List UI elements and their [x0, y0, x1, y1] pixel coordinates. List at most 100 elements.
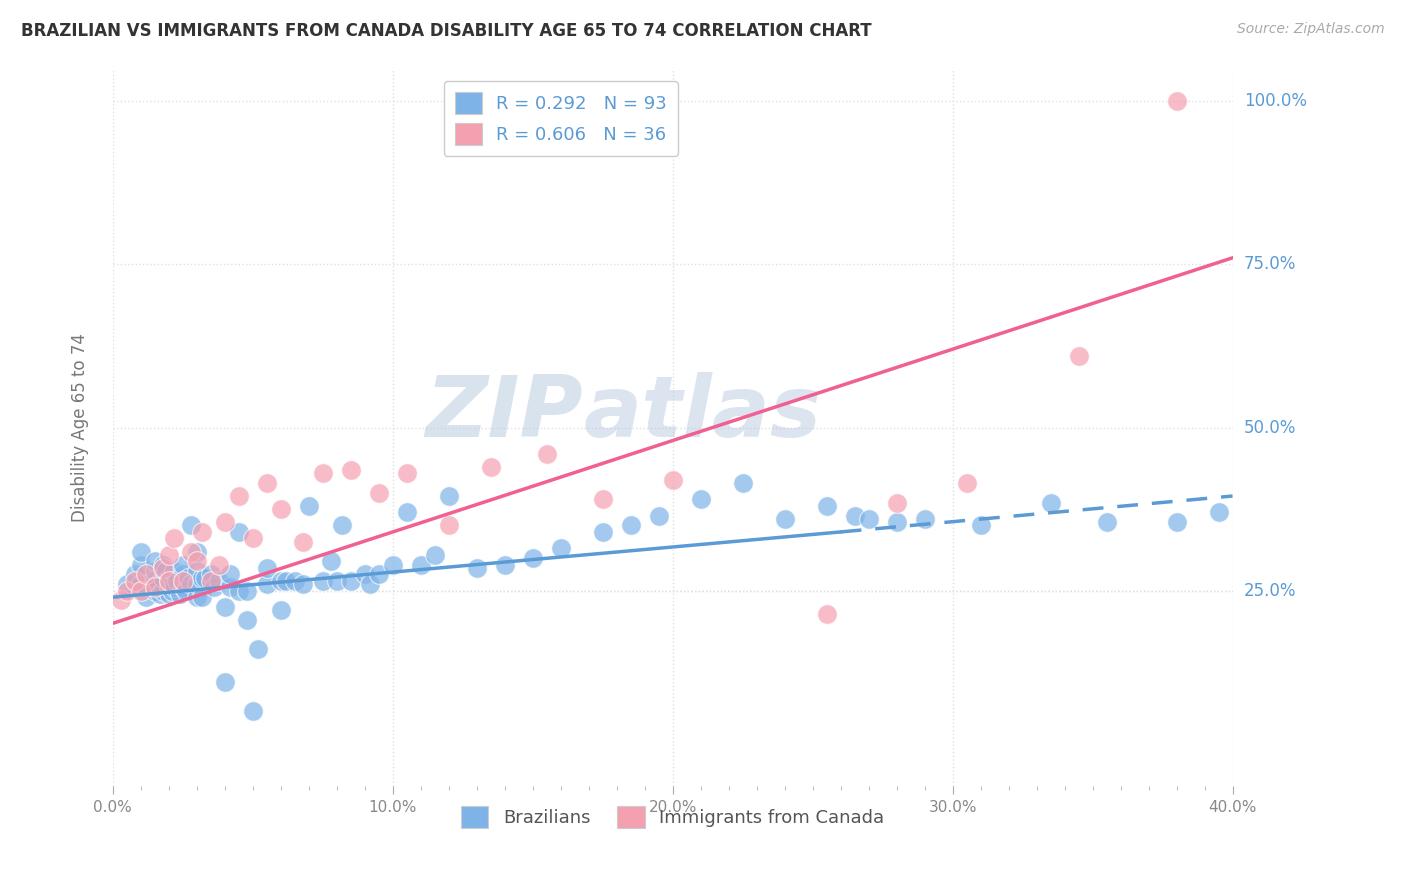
Text: 50.0%: 50.0%: [1244, 418, 1296, 436]
Point: [228, 489, 250, 503]
Point: [1039, 495, 1062, 509]
Point: [110, 593, 132, 607]
Text: 25.0%: 25.0%: [1244, 582, 1296, 599]
Point: [219, 581, 242, 595]
Point: [202, 581, 225, 595]
Point: [844, 508, 866, 523]
Point: [146, 577, 169, 591]
Point: [1095, 515, 1118, 529]
Point: [143, 583, 166, 598]
Y-axis label: Disability Age 65 to 74: Disability Age 65 to 74: [72, 333, 89, 522]
Point: [200, 574, 222, 588]
Point: [129, 558, 152, 572]
Point: [423, 548, 446, 562]
Point: [592, 524, 614, 539]
Point: [1166, 515, 1188, 529]
Point: [143, 581, 166, 595]
Point: [550, 541, 572, 556]
Text: 75.0%: 75.0%: [1244, 255, 1296, 273]
Point: [731, 475, 754, 490]
Point: [284, 574, 307, 588]
Point: [773, 512, 796, 526]
Point: [339, 463, 361, 477]
Point: [219, 567, 242, 582]
Point: [135, 567, 157, 582]
Point: [157, 574, 180, 588]
Point: [177, 571, 200, 585]
Point: [1208, 505, 1230, 519]
Point: [312, 466, 335, 480]
Point: [152, 571, 174, 585]
Point: [143, 564, 166, 578]
Point: [886, 515, 908, 529]
Point: [409, 558, 432, 572]
Point: [186, 554, 208, 568]
Point: [172, 574, 194, 588]
Point: [149, 587, 172, 601]
Point: [437, 518, 460, 533]
Point: [395, 466, 418, 480]
Point: [143, 574, 166, 588]
Text: atlas: atlas: [583, 372, 821, 455]
Point: [326, 574, 349, 588]
Point: [661, 473, 683, 487]
Point: [115, 577, 138, 591]
Point: [359, 577, 381, 591]
Point: [186, 577, 208, 591]
Point: [236, 613, 259, 627]
Point: [186, 564, 208, 578]
Point: [353, 567, 375, 582]
Point: [135, 591, 157, 605]
Point: [155, 564, 177, 578]
Point: [194, 571, 217, 585]
Point: [367, 485, 389, 500]
Point: [191, 591, 214, 605]
Point: [186, 544, 208, 558]
Point: [321, 554, 343, 568]
Point: [115, 583, 138, 598]
Text: Source: ZipAtlas.com: Source: ZipAtlas.com: [1237, 22, 1385, 37]
Point: [129, 583, 152, 598]
Point: [914, 512, 936, 526]
Point: [886, 495, 908, 509]
Point: [395, 505, 418, 519]
Point: [815, 499, 838, 513]
Point: [157, 587, 180, 601]
Point: [236, 583, 259, 598]
Point: [1166, 94, 1188, 108]
Text: ZIP: ZIP: [426, 372, 583, 455]
Point: [256, 577, 278, 591]
Point: [129, 544, 152, 558]
Point: [332, 518, 354, 533]
Point: [157, 581, 180, 595]
Point: [163, 581, 186, 595]
Point: [367, 567, 389, 582]
Point: [180, 577, 202, 591]
Point: [536, 447, 558, 461]
Point: [858, 512, 880, 526]
Point: [172, 558, 194, 572]
Point: [592, 492, 614, 507]
Point: [955, 475, 977, 490]
Point: [124, 567, 146, 582]
Point: [214, 675, 236, 690]
Point: [208, 574, 231, 588]
Point: [256, 561, 278, 575]
Point: [152, 583, 174, 598]
Point: [292, 577, 315, 591]
Point: [228, 583, 250, 598]
Point: [815, 607, 838, 621]
Point: [214, 599, 236, 614]
Point: [494, 558, 516, 572]
Point: [647, 508, 669, 523]
Point: [163, 564, 186, 578]
Text: 100.0%: 100.0%: [1244, 92, 1306, 110]
Point: [143, 554, 166, 568]
Point: [191, 571, 214, 585]
Point: [339, 574, 361, 588]
Point: [242, 532, 264, 546]
Point: [242, 705, 264, 719]
Point: [186, 591, 208, 605]
Point: [381, 558, 404, 572]
Point: [166, 574, 188, 588]
